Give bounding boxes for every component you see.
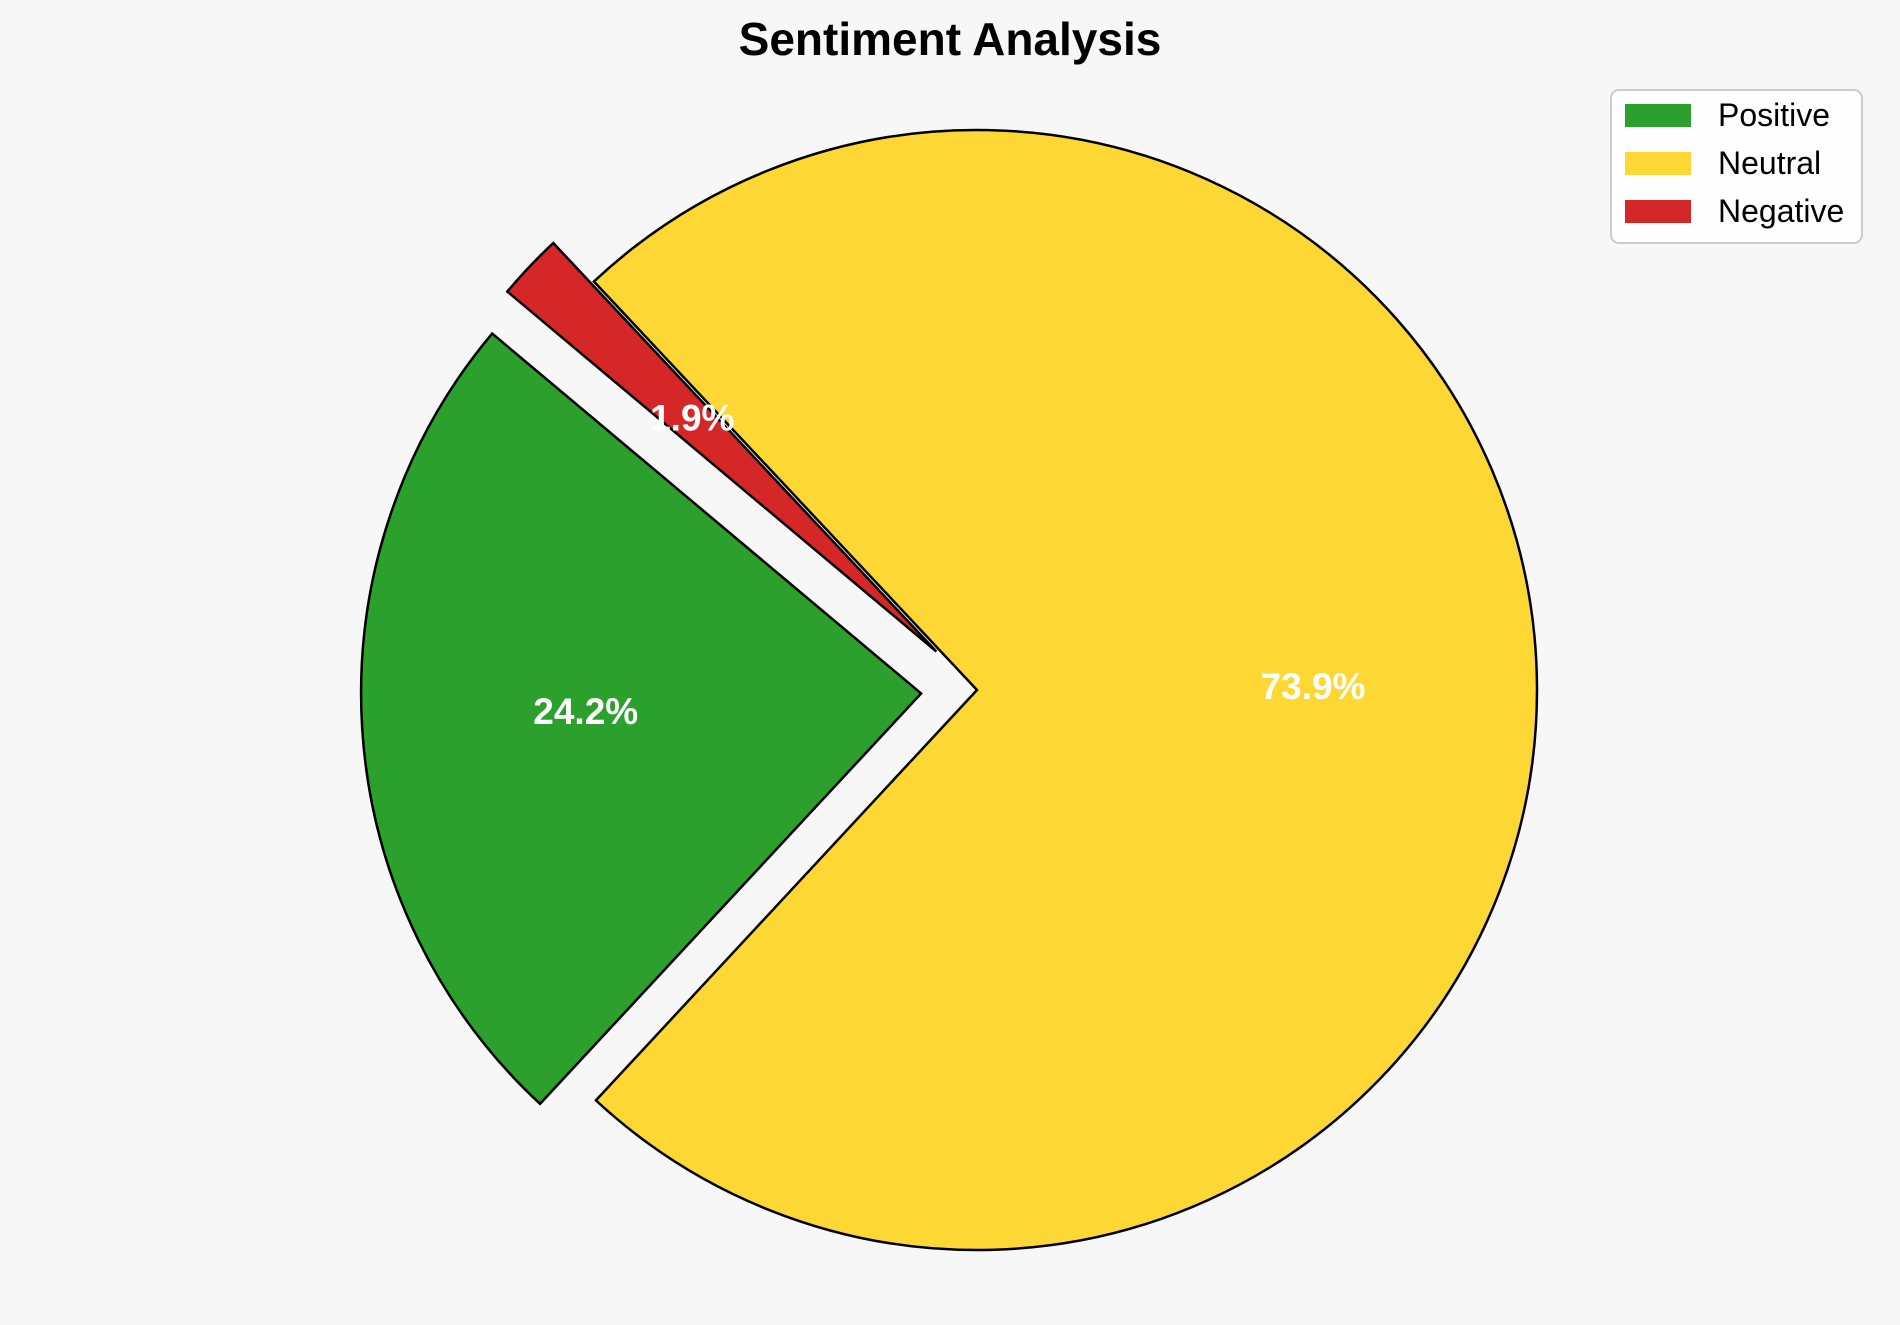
legend-swatch-negative [1625,200,1691,223]
legend: Positive Neutral Negative [1610,89,1863,244]
pie-value-labels: 24.2% 73.9% 1.9% [533,397,1365,732]
pie-slice-neutral [592,128,1539,1252]
legend-label-negative: Negative [1718,193,1844,229]
chart-title: Sentiment Analysis [739,13,1162,65]
pie-slice-negative [505,241,938,653]
legend-label-positive: Positive [1718,97,1830,133]
pie-slices [359,128,1539,1252]
legend-swatch-positive [1625,104,1691,127]
value-label-negative: 1.9% [650,397,734,438]
value-label-positive: 24.2% [533,691,638,732]
value-label-neutral: 73.9% [1261,666,1366,707]
pie-slice-positive [359,331,923,1106]
legend-label-neutral: Neutral [1718,145,1821,181]
legend-swatch-neutral [1625,152,1691,175]
